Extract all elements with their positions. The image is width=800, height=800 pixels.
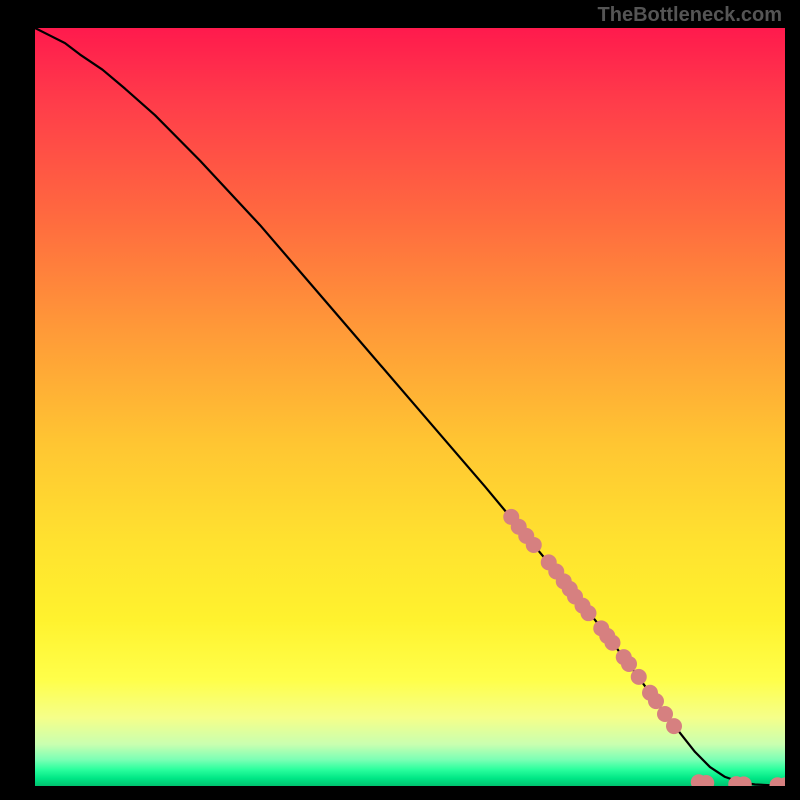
plot-area xyxy=(35,28,785,786)
curve-marker xyxy=(648,693,664,709)
curve-marker xyxy=(631,669,647,685)
curve-markers xyxy=(503,509,785,786)
curve-marker xyxy=(666,718,682,734)
curve-marker xyxy=(581,605,597,621)
curve-layer xyxy=(35,28,785,786)
watermark-text: TheBottleneck.com xyxy=(598,4,782,27)
curve-marker xyxy=(526,537,542,553)
curve-marker xyxy=(621,656,637,672)
bottleneck-curve xyxy=(35,28,785,786)
curve-marker xyxy=(605,635,621,651)
